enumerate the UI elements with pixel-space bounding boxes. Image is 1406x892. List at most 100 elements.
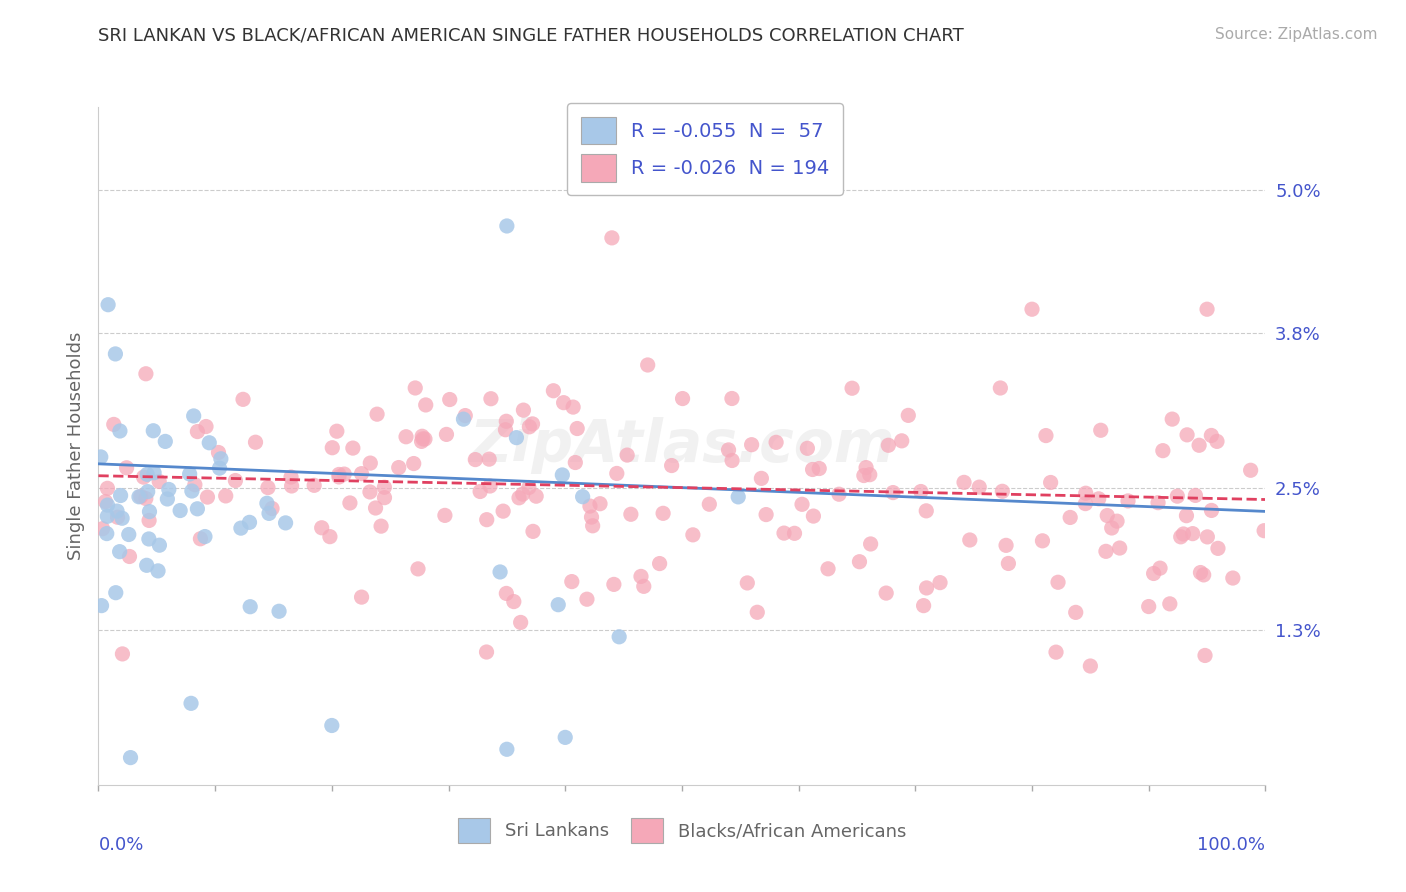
Point: [671, 392, 693, 406]
Point: [195, 419, 218, 434]
Point: [120, 750, 142, 764]
Point: [415, 398, 437, 412]
Point: [1166, 489, 1188, 503]
Point: [135, 367, 157, 381]
Point: [326, 424, 349, 438]
Point: [148, 538, 170, 552]
Point: [841, 381, 863, 395]
Point: [388, 460, 411, 475]
Point: [238, 516, 260, 530]
Point: [551, 467, 574, 482]
Point: [575, 592, 598, 607]
Point: [817, 562, 839, 576]
Point: [350, 467, 373, 481]
Point: [1189, 566, 1212, 580]
Point: [186, 501, 208, 516]
Point: [571, 490, 593, 504]
Point: [373, 491, 395, 505]
Point: [633, 579, 655, 593]
Point: [328, 470, 350, 484]
Point: [1095, 544, 1118, 558]
Point: [512, 487, 534, 501]
Point: [180, 483, 202, 498]
Point: [890, 434, 912, 448]
Point: [267, 604, 290, 618]
Point: [479, 479, 502, 493]
Point: [132, 470, 155, 484]
Point: [186, 425, 208, 439]
Point: [245, 435, 267, 450]
Point: [91, 522, 114, 536]
Point: [682, 528, 704, 542]
Point: [404, 381, 426, 395]
Point: [239, 599, 262, 614]
Point: [373, 480, 395, 494]
Point: [135, 558, 157, 573]
Point: [108, 424, 131, 438]
Point: [553, 395, 575, 409]
Point: [413, 432, 436, 446]
Text: SRI LANKAN VS BLACK/AFRICAN AMERICAN SINGLE FATHER HOUSEHOLDS CORRELATION CHART: SRI LANKAN VS BLACK/AFRICAN AMERICAN SIN…: [98, 27, 965, 45]
Point: [333, 467, 356, 482]
Point: [496, 742, 519, 756]
Point: [1206, 434, 1229, 449]
Point: [232, 392, 254, 407]
Point: [339, 496, 361, 510]
Point: [104, 585, 127, 599]
Point: [197, 490, 219, 504]
Point: [912, 599, 935, 613]
Point: [136, 484, 159, 499]
Point: [1173, 527, 1195, 541]
Point: [224, 474, 246, 488]
Point: [1175, 427, 1198, 442]
Point: [1184, 488, 1206, 502]
Point: [489, 565, 512, 579]
Point: [505, 431, 527, 445]
Point: [190, 532, 212, 546]
Point: [721, 453, 744, 467]
Point: [1206, 541, 1229, 556]
Point: [169, 503, 191, 517]
Point: [747, 605, 769, 619]
Point: [1101, 521, 1123, 535]
Point: [1059, 510, 1081, 524]
Point: [180, 696, 202, 710]
Point: [600, 231, 623, 245]
Point: [801, 462, 824, 476]
Point: [411, 434, 433, 449]
Point: [229, 521, 252, 535]
Point: [508, 491, 530, 505]
Point: [208, 461, 231, 475]
Point: [453, 412, 475, 426]
Point: [1087, 491, 1109, 506]
Point: [104, 347, 127, 361]
Point: [406, 562, 429, 576]
Point: [468, 484, 491, 499]
Point: [128, 490, 150, 504]
Point: [808, 461, 831, 475]
Point: [1105, 514, 1128, 528]
Point: [256, 496, 278, 510]
Point: [115, 460, 138, 475]
Point: [1147, 496, 1170, 510]
Text: Source: ZipAtlas.com: Source: ZipAtlas.com: [1215, 27, 1378, 42]
Point: [1188, 438, 1211, 452]
Point: [1143, 566, 1166, 581]
Point: [717, 442, 740, 457]
Point: [859, 467, 882, 482]
Point: [995, 538, 1018, 552]
Point: [321, 441, 343, 455]
Point: [620, 508, 643, 522]
Point: [475, 645, 498, 659]
Point: [118, 527, 141, 541]
Point: [280, 470, 302, 484]
Point: [366, 407, 388, 421]
Point: [328, 467, 350, 482]
Point: [198, 435, 221, 450]
Text: 100.0%: 100.0%: [1198, 836, 1265, 854]
Point: [495, 414, 517, 428]
Point: [803, 509, 825, 524]
Point: [319, 530, 342, 544]
Point: [991, 484, 1014, 499]
Point: [1159, 597, 1181, 611]
